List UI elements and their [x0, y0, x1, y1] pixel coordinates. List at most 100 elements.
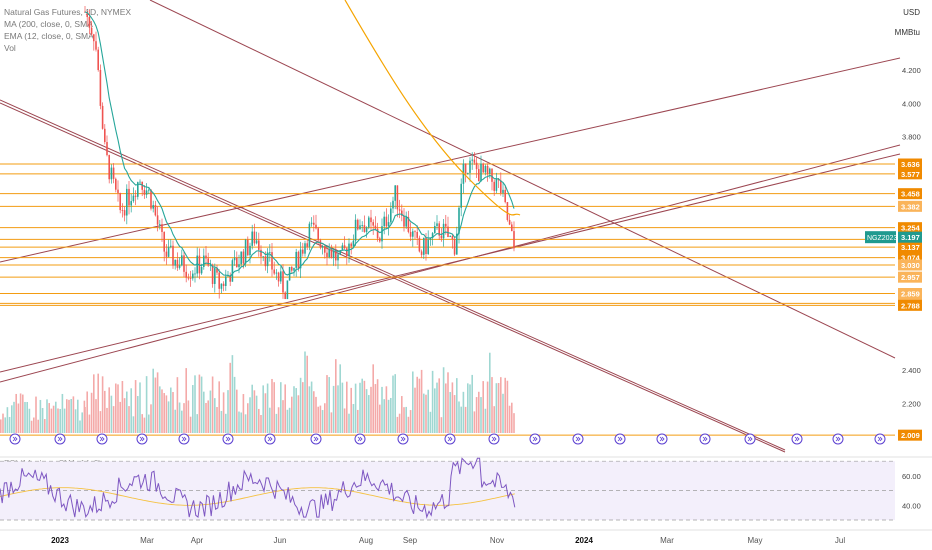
candle-body: [475, 162, 478, 170]
candle-body: [346, 248, 348, 257]
volume-bar: [126, 391, 128, 433]
volume-bar: [86, 391, 88, 433]
volume-bar: [97, 373, 99, 433]
time-tick: Jun: [274, 536, 287, 545]
volume-bar: [203, 391, 205, 433]
candle-body: [502, 189, 504, 193]
candle-body: [90, 27, 93, 35]
legend-vol[interactable]: Vol: [4, 43, 16, 53]
volume-bar: [242, 394, 245, 433]
candle-body: [128, 188, 130, 206]
volume-bar: [409, 410, 412, 433]
candle-body: [108, 155, 110, 180]
volume-bar: [385, 386, 388, 433]
volume-bar: [196, 414, 198, 433]
volume-bar: [130, 388, 132, 433]
volume-bar: [420, 369, 423, 433]
legend-ema[interactable]: EMA (12, close, 0, SMA: [4, 31, 94, 41]
candle-body: [231, 260, 234, 282]
price-label: 3.137: [901, 243, 920, 252]
price-label: 2.957: [901, 273, 920, 282]
volume-bar: [440, 417, 443, 433]
candle-body: [97, 49, 99, 70]
volume-bar: [79, 420, 81, 433]
candle-body: [451, 235, 454, 239]
candle-body: [471, 159, 473, 161]
unit-label[interactable]: MMBtu: [894, 28, 920, 37]
event-marker-glyph: [357, 436, 363, 442]
volume-bar: [484, 408, 487, 433]
volume-bar: [207, 400, 209, 433]
event-marker-glyph: [181, 436, 187, 442]
currency-label[interactable]: USD: [903, 8, 920, 17]
volume-bar: [291, 396, 293, 433]
volume-bar: [104, 390, 106, 433]
volume-bar: [324, 403, 326, 433]
volume-bar: [218, 381, 220, 433]
volume-bar: [326, 375, 328, 433]
ma-layer: [84, 0, 521, 277]
candle-body: [176, 259, 179, 268]
volume-bar: [229, 362, 231, 433]
volume-bar: [500, 377, 502, 433]
candle-body: [99, 69, 102, 106]
candle-body: [381, 226, 383, 242]
candle-body: [414, 231, 416, 233]
candle-body: [216, 268, 218, 273]
event-marker-glyph: [659, 436, 665, 442]
price-label-box: [898, 259, 922, 271]
volume-bar: [275, 413, 278, 433]
candle-body: [412, 231, 414, 237]
volume-bar: [37, 419, 39, 433]
volume-bar: [198, 374, 201, 433]
candle-body: [295, 251, 297, 268]
candle-body: [409, 231, 412, 237]
candle-body: [207, 258, 209, 266]
volume-bar: [156, 372, 159, 433]
trendline: [0, 99, 786, 451]
candle-body: [170, 245, 172, 247]
candle-body: [247, 239, 249, 256]
volume-bar: [361, 378, 363, 433]
volume-bar: [17, 403, 20, 433]
event-marker-glyph: [447, 436, 453, 442]
volume-bar: [262, 385, 264, 433]
volume-bar: [83, 400, 86, 433]
candle-body: [139, 181, 141, 183]
volume-bar: [26, 402, 28, 433]
candle-body: [86, 11, 88, 18]
volume-bar: [22, 394, 24, 433]
volume-bar: [163, 393, 165, 433]
candle-body: [326, 252, 328, 258]
candle-body: [161, 224, 163, 232]
volume-bar: [460, 406, 462, 433]
volume-bar: [33, 417, 35, 433]
volume-bar: [189, 416, 192, 433]
candle-body: [405, 217, 407, 227]
candle-body: [447, 226, 449, 238]
volume-bar: [363, 380, 366, 433]
volume-bar: [6, 407, 9, 433]
candle-body: [214, 268, 216, 284]
legend-ma[interactable]: MA (200, close, 0, SMA: [4, 19, 93, 29]
time-tick: Mar: [660, 536, 674, 545]
legend-title[interactable]: Natural Gas Futures, 1D, NYMEX: [4, 7, 132, 17]
price-label-box: [898, 271, 922, 283]
candle-body: [396, 185, 399, 210]
volume-bar: [436, 382, 438, 433]
price-label-box: [898, 288, 922, 300]
volume-bar: [473, 411, 476, 433]
volume-bar: [238, 411, 240, 433]
volume-bar: [35, 396, 37, 433]
volume-bar: [423, 393, 425, 433]
candle-body: [495, 179, 498, 191]
volume-bar: [495, 383, 498, 433]
event-marker-glyph: [99, 436, 105, 442]
candle-body: [132, 195, 135, 202]
volume-bar: [502, 393, 504, 433]
volume-bar: [28, 408, 31, 433]
trendline: [149, 0, 896, 359]
candle-body: [284, 292, 286, 299]
candle-body: [209, 264, 212, 266]
